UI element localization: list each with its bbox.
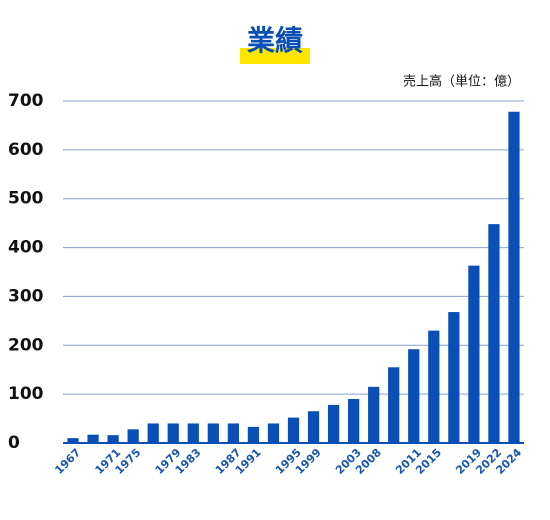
bar bbox=[147, 423, 159, 443]
x-tick-label: 1967 bbox=[52, 446, 83, 477]
bar bbox=[448, 312, 460, 443]
chart-title: 業績 bbox=[247, 24, 303, 57]
unit-label: 売上高（単位：億） bbox=[403, 74, 520, 90]
bar bbox=[167, 423, 179, 443]
bar bbox=[388, 367, 400, 443]
y-tick-label: 200 bbox=[8, 335, 44, 355]
bar bbox=[247, 426, 260, 443]
bar bbox=[267, 423, 280, 443]
y-tick-label: 100 bbox=[8, 384, 44, 404]
y-tick-label: 400 bbox=[8, 238, 44, 258]
y-tick-label: 0 bbox=[8, 433, 20, 453]
bar bbox=[227, 423, 239, 443]
bar bbox=[107, 435, 119, 443]
y-tick-label: 700 bbox=[8, 91, 44, 111]
bar bbox=[87, 434, 99, 443]
bar bbox=[508, 111, 520, 444]
bar bbox=[468, 265, 480, 443]
bar bbox=[428, 330, 440, 443]
title-highlight bbox=[240, 48, 310, 64]
y-tick-label: 500 bbox=[8, 189, 44, 209]
bar bbox=[348, 399, 360, 443]
bar bbox=[207, 423, 219, 443]
bar bbox=[287, 417, 300, 443]
y-tick-label: 300 bbox=[8, 286, 44, 306]
bar bbox=[488, 224, 500, 443]
bar bbox=[187, 423, 199, 443]
y-tick-label: 600 bbox=[8, 140, 44, 160]
bar bbox=[368, 386, 380, 443]
bar bbox=[408, 349, 420, 443]
bar bbox=[127, 429, 139, 443]
bar bbox=[307, 411, 320, 443]
bar bbox=[327, 404, 340, 443]
bar bbox=[67, 438, 79, 443]
